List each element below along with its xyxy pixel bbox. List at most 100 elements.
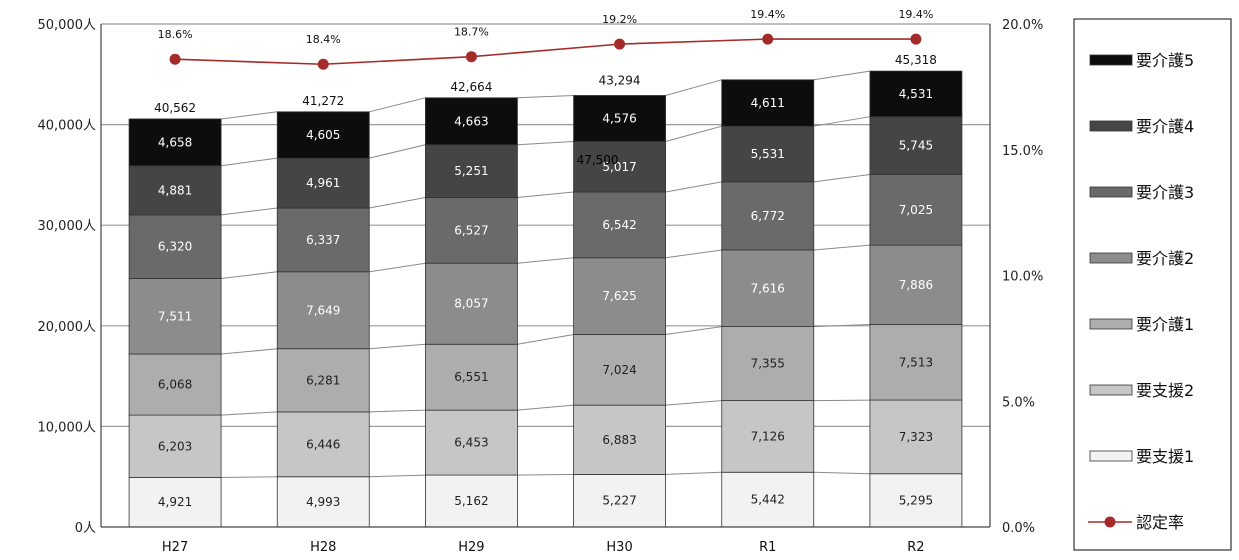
connector-要支援2-4 (813, 399, 870, 402)
legend-swatch-要介護3 (1089, 186, 1133, 198)
value-label-要介護2-R1: 7,616 (751, 281, 785, 295)
connector-要支援2-2 (517, 404, 574, 411)
total-label-H30: 43,294 (599, 73, 641, 87)
connector-要介護1-4 (813, 323, 870, 328)
value-label-要介護2-H28: 7,649 (306, 303, 340, 317)
bar-要支援1-H29 (425, 474, 518, 528)
rate-label-H28: 18.4% (306, 33, 341, 46)
connector-要支援1-1 (369, 474, 426, 478)
value-label-要介護4-H29: 5,251 (454, 164, 488, 178)
legend-label-要支援1: 要支援1 (1136, 447, 1194, 466)
bar-要介護4-H30 (573, 141, 666, 193)
bar-要介護2-H28 (276, 271, 370, 350)
value-label-要介護4-H27: 4,881 (158, 183, 192, 197)
legend-swatch-要介護4 (1089, 120, 1133, 132)
connector-要支援2-1 (369, 409, 426, 413)
connector-要支援2-0 (221, 411, 278, 416)
bar-要支援2-H30 (573, 404, 666, 475)
legend-swatch-要介護5 (1089, 54, 1133, 66)
x-tick-label-H28: H28 (310, 540, 336, 555)
y-axis-left-ticks: 0人 10,000人 20,000人 30,000人 40,000人 50,000人 (38, 18, 97, 536)
rate-label-R2: 19.4% (898, 8, 933, 21)
legend-label-要介護2: 要介護2 (1136, 249, 1194, 268)
connector-要介護4-0 (221, 157, 278, 167)
bar-要支援1-R1 (721, 471, 815, 528)
bar-要介護3-R2 (869, 174, 963, 246)
bar-要介護4-R2 (869, 116, 963, 175)
connector-要介護2-4 (813, 244, 870, 251)
y-right-tick-label: 0.0% (1002, 521, 1035, 536)
connector-要支援1-3 (665, 471, 722, 475)
bar-要支援1-H27 (128, 477, 222, 528)
value-label-要支援1-H28: 4,993 (306, 495, 340, 509)
value-label-要支援2-H30: 6,883 (602, 433, 636, 447)
x-tick-label-H30: H30 (606, 540, 632, 555)
bar-要介護4-H29 (425, 144, 518, 198)
total-labels: 40,562 41,272 42,664 43,294 45,318 (154, 53, 937, 115)
bar-要介護4-H28 (276, 157, 370, 209)
connector-要介護5-2 (517, 94, 574, 99)
value-label-要支援1-R1: 5,442 (751, 493, 785, 507)
connector-要介護2-0 (221, 271, 278, 279)
bar-要介護1-H28 (276, 348, 370, 413)
bar-要介護2-H27 (128, 278, 222, 355)
rate-series-line (175, 38, 916, 66)
bar-要介護5-H28 (276, 111, 370, 159)
value-label-要介護1-H29: 6,551 (454, 370, 488, 384)
value-label-要介護3-R2: 7,025 (899, 203, 933, 217)
y-left-tick-label: 50,000人 (38, 18, 97, 33)
bar-要介護2-H30 (573, 257, 666, 335)
legend: 要介護5 要介護4 要介護3 要介護2 要介護1 要支援2 要支援1 認定率 (1073, 18, 1232, 551)
connector-要介護1-1 (369, 343, 426, 350)
bar-要支援2-H28 (276, 411, 370, 478)
value-label-要介護1-H28: 6,281 (306, 373, 340, 387)
y-right-tick-label: 20.0% (1002, 18, 1043, 33)
value-label-要支援2-R2: 7,323 (899, 430, 933, 444)
x-tick-label-R1: R1 (759, 540, 776, 555)
bar-要支援1-H28 (276, 476, 370, 528)
bar-要介護3-R1 (721, 181, 815, 251)
value-label-要介護3-H30: 6,542 (602, 218, 636, 232)
legend-label-要介護3: 要介護3 (1136, 183, 1194, 202)
connector-要介護3-4 (813, 173, 870, 183)
rate-point-H27 (169, 53, 181, 65)
connector-要介護5-1 (369, 97, 426, 113)
value-label-要介護5-R1: 4,611 (751, 96, 785, 110)
rate-point-H28 (317, 58, 329, 70)
legend-label-認定率: 認定率 (1136, 513, 1184, 532)
y-left-tick-label: 0人 (75, 521, 96, 536)
value-label-要介護2-H29: 8,057 (454, 297, 488, 311)
total-label-R2: 45,318 (895, 53, 937, 67)
connector-要介護1-2 (517, 334, 574, 345)
rate-point-R1 (762, 33, 774, 45)
segment-value-labels: 4,921 4,993 5,162 5,227 5,442 5,295 6,203 6,446… (158, 87, 933, 509)
x-axis-ticks: H27 H28 H29 H30 R1 R2 (162, 540, 925, 555)
bar-要支援1-H30 (573, 474, 666, 528)
value-label-要介護4-H28: 4,961 (306, 176, 340, 190)
bar-要介護5-R2 (869, 70, 963, 118)
y-axis-right-ticks: 0.0% 5.0% 10.0% 15.0% 20.0% (1002, 18, 1043, 536)
legend-swatch-要介護1 (1089, 318, 1133, 330)
value-label-要介護1-H27: 6,068 (158, 378, 192, 392)
axes (100, 24, 991, 528)
connector-要介護2-2 (517, 257, 574, 264)
bar-要支援2-H29 (425, 409, 518, 476)
legend-label-要介護5: 要介護5 (1136, 51, 1194, 70)
bar-要介護2-H29 (425, 262, 518, 345)
connector-要介護4-3 (665, 125, 722, 143)
rate-label-H30: 19.2% (602, 13, 637, 26)
value-label-要介護4-H30: 5,017 (602, 160, 636, 174)
y-left-tick-label: 30,000人 (38, 219, 97, 234)
bar-要介護4-R1 (721, 125, 815, 183)
rate-label-R1: 19.4% (750, 8, 785, 21)
bar-要介護4-H27 (128, 165, 222, 216)
bar-要支援2-R2 (869, 399, 963, 475)
value-label-要介護2-H27: 7,511 (158, 309, 192, 323)
total-label-H28: 41,272 (302, 94, 344, 108)
value-label-要支援2-H29: 6,453 (454, 436, 488, 450)
bar-要介護3-H28 (276, 207, 370, 273)
legend-label-要支援2: 要支援2 (1136, 381, 1194, 400)
value-label-要介護5-H29: 4,663 (454, 114, 488, 128)
value-label-要介護3-H28: 6,337 (306, 233, 340, 247)
value-label-要介護1-R1: 7,355 (751, 357, 785, 371)
